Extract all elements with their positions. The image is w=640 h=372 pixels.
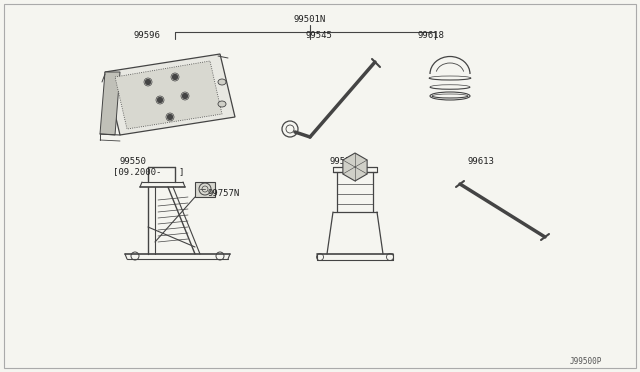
Text: ]: ] bbox=[178, 167, 184, 176]
Circle shape bbox=[157, 97, 163, 103]
Text: [09.2000-: [09.2000- bbox=[113, 167, 161, 176]
Ellipse shape bbox=[218, 101, 226, 107]
Polygon shape bbox=[343, 153, 367, 181]
Text: 99596: 99596 bbox=[133, 32, 160, 41]
Text: 99757N: 99757N bbox=[208, 189, 240, 199]
Text: 99613: 99613 bbox=[468, 157, 495, 167]
Circle shape bbox=[168, 115, 173, 119]
Text: 99618: 99618 bbox=[418, 32, 445, 41]
Text: 99550: 99550 bbox=[120, 157, 147, 167]
Circle shape bbox=[182, 93, 188, 99]
Text: 99501N: 99501N bbox=[294, 16, 326, 25]
Ellipse shape bbox=[218, 79, 226, 85]
Polygon shape bbox=[115, 61, 222, 129]
Text: 99550: 99550 bbox=[330, 157, 357, 167]
Polygon shape bbox=[105, 54, 235, 135]
Polygon shape bbox=[100, 72, 120, 135]
Circle shape bbox=[145, 80, 150, 84]
Circle shape bbox=[173, 74, 177, 80]
Text: J99500P: J99500P bbox=[570, 357, 602, 366]
FancyBboxPatch shape bbox=[195, 182, 215, 197]
Text: 99545: 99545 bbox=[305, 32, 332, 41]
